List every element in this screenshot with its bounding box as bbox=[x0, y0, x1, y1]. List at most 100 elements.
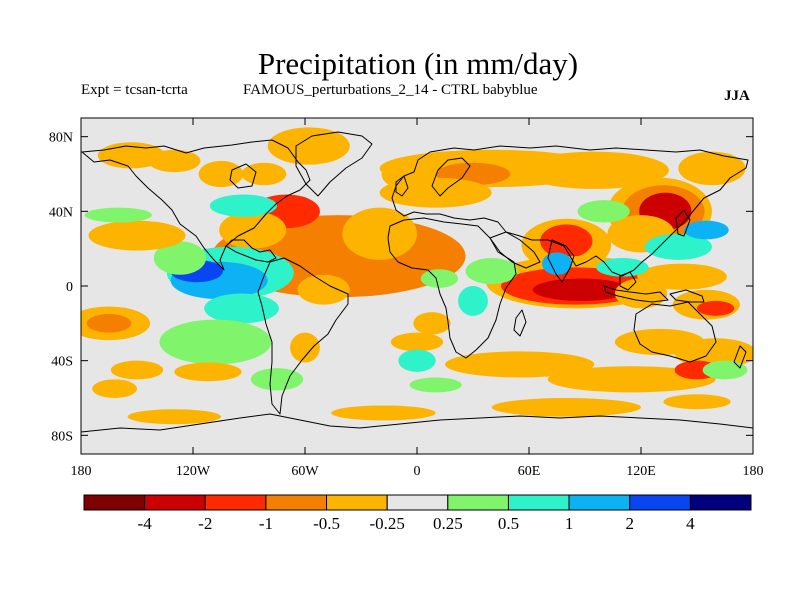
anomaly-region-6 bbox=[219, 211, 287, 249]
anomaly-region-11 bbox=[153, 241, 207, 275]
season-label: JJA bbox=[724, 88, 750, 104]
anomaly-region-13 bbox=[88, 220, 186, 251]
coastline-antarctica bbox=[81, 413, 753, 433]
anomaly-region-35 bbox=[532, 278, 630, 301]
anomaly-region-57 bbox=[174, 362, 242, 382]
anomaly-region-24 bbox=[379, 177, 492, 208]
coastline-scandinavia bbox=[431, 157, 471, 197]
coastline-hudson-bay bbox=[229, 163, 257, 189]
x-tick-label-6: 180 bbox=[743, 464, 764, 479]
colorbar-label-8: 2 bbox=[625, 514, 634, 533]
anomaly-region-39 bbox=[637, 263, 727, 290]
colorbar-label-4: -0.25 bbox=[369, 514, 404, 533]
coastline-india bbox=[547, 239, 575, 283]
anomaly-region-42 bbox=[542, 252, 572, 275]
colorbar-swatch-8 bbox=[568, 494, 631, 511]
anomaly-region-32 bbox=[540, 224, 593, 258]
coastline-indonesia bbox=[603, 285, 669, 303]
anomaly-region-4 bbox=[342, 207, 417, 260]
coastline-madagascar bbox=[513, 309, 527, 337]
anomaly-region-38 bbox=[697, 300, 735, 316]
y-tick-label-1: 40N bbox=[49, 205, 73, 220]
colorbar-swatch-0 bbox=[83, 494, 146, 511]
anomaly-region-66 bbox=[491, 398, 641, 417]
anomaly-region-49 bbox=[458, 286, 488, 316]
anomaly-region-47 bbox=[465, 258, 518, 285]
anomaly-region-60 bbox=[127, 409, 221, 425]
anomaly-region-17 bbox=[241, 162, 287, 186]
anomaly-region-26 bbox=[678, 151, 746, 186]
anomaly-region-56 bbox=[86, 314, 132, 333]
chart-title: Precipitation (in mm/day) bbox=[257, 46, 579, 81]
colorbar-label-9: 4 bbox=[686, 514, 695, 533]
colorbar: -4 -2 -1 -0.5 -0.25 0.25 0.5 1 2 4 bbox=[83, 494, 752, 533]
anomaly-region-45 bbox=[683, 220, 729, 240]
anomaly-region-25 bbox=[519, 151, 669, 189]
x-tick-label-2: 60W bbox=[291, 464, 319, 479]
coastline-borneo bbox=[619, 271, 637, 291]
coastlines bbox=[81, 131, 753, 433]
anomaly-region-15 bbox=[209, 194, 277, 217]
anomaly-region-58 bbox=[110, 360, 164, 380]
colorbar-label-6: 0.5 bbox=[498, 514, 519, 533]
run-label: FAMOUS_perturbations_2_14 - CTRL babyblu… bbox=[243, 82, 538, 98]
coastline-new-guinea bbox=[669, 289, 705, 303]
colorbar-label-1: -2 bbox=[198, 514, 212, 533]
coastline-north-america bbox=[81, 139, 311, 271]
anomaly-region-48 bbox=[420, 269, 459, 288]
anomaly-region-44 bbox=[644, 233, 712, 260]
colorbar-label-7: 1 bbox=[565, 514, 574, 533]
anomaly-region-69 bbox=[702, 360, 748, 380]
colorbar-swatch-4 bbox=[326, 494, 388, 511]
colorbar-swatch-9 bbox=[629, 494, 691, 511]
anomaly-region-61 bbox=[290, 332, 320, 363]
anomaly-region-51 bbox=[390, 332, 444, 352]
anomaly-region-52 bbox=[398, 349, 436, 372]
colorbar-swatch-1 bbox=[144, 494, 206, 511]
coastline-australia bbox=[633, 301, 717, 363]
anomaly-region-50 bbox=[413, 312, 451, 335]
colorbar-label-5: 0.25 bbox=[433, 514, 463, 533]
anomaly-region-20 bbox=[267, 127, 350, 165]
colorbar-swatch-2 bbox=[204, 494, 267, 511]
anomaly-region-53 bbox=[159, 319, 272, 365]
coastline-japan bbox=[675, 209, 691, 237]
anomaly-region-67 bbox=[663, 394, 731, 410]
experiment-label: Expt = tcsan-tcrta bbox=[81, 82, 188, 98]
anomaly-region-14 bbox=[84, 207, 152, 223]
anomaly-region-64 bbox=[547, 366, 716, 393]
map-plot-area bbox=[81, 118, 753, 454]
anomaly-region-10 bbox=[204, 293, 279, 324]
x-tick-label-4: 60E bbox=[518, 464, 541, 479]
x-tick-label-0: 180 bbox=[71, 464, 92, 479]
coastline-gulf-of-mexico bbox=[225, 239, 277, 263]
coastline-arabia bbox=[489, 231, 541, 269]
colorbar-label-2: -1 bbox=[259, 514, 273, 533]
x-tick-label-3: 0 bbox=[414, 464, 421, 479]
coastline-eurasia bbox=[391, 145, 749, 277]
anomaly-region-68 bbox=[409, 377, 462, 393]
y-tick-label-0: 80N bbox=[49, 131, 73, 146]
anomaly-region-12 bbox=[297, 274, 350, 305]
anomaly-region-62 bbox=[331, 405, 436, 421]
colorbar-swatch-6 bbox=[447, 494, 509, 511]
coastline-africa bbox=[387, 217, 517, 359]
colorbar-swatch-5 bbox=[386, 494, 449, 511]
anomaly-region-16 bbox=[198, 160, 244, 188]
colorbar-label-3: -0.5 bbox=[313, 514, 340, 533]
anomaly-region-46 bbox=[577, 200, 630, 223]
anomaly-region-59 bbox=[92, 379, 137, 398]
x-tick-label-5: 120E bbox=[626, 464, 656, 479]
coastline-new-zealand bbox=[733, 345, 747, 369]
axis-ticks: 180 120W 60W 0 60E 120E 180 80N 40N 0 40S 80S bbox=[49, 118, 764, 479]
anomaly-field bbox=[81, 127, 753, 425]
y-tick-label-2: 0 bbox=[66, 280, 73, 295]
colorbar-label-0: -4 bbox=[138, 514, 153, 533]
colorbar-swatch-3 bbox=[265, 494, 328, 511]
anomaly-region-63 bbox=[445, 351, 595, 378]
coastline-greenland bbox=[295, 131, 373, 197]
anomaly-region-54 bbox=[250, 368, 304, 391]
y-tick-label-3: 40S bbox=[51, 355, 73, 370]
colorbar-swatch-7 bbox=[507, 494, 570, 511]
